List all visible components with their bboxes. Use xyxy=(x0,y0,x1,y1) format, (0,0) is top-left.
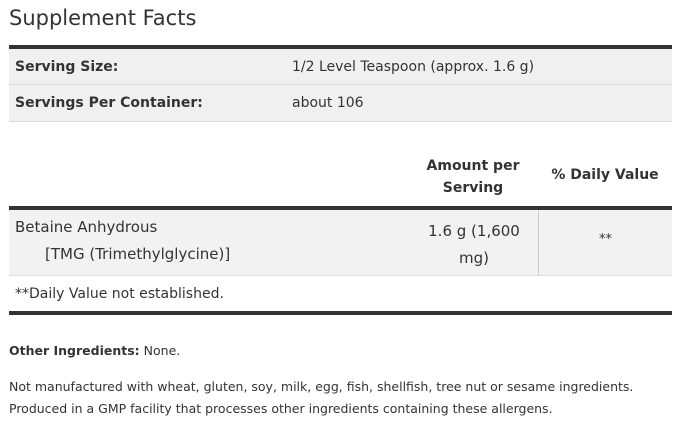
divider xyxy=(9,311,672,315)
servings-per-container-label: Servings Per Container: xyxy=(15,95,203,111)
ingredient-name: Betaine Anhydrous xyxy=(15,218,158,236)
other-ingredients: Other Ingredients: None. xyxy=(9,343,180,358)
daily-value-header: % Daily Value xyxy=(551,167,659,183)
servings-per-container-row: Servings Per Container: about 106 xyxy=(9,85,672,122)
ingredient-amount: 1.6 g (1,600 mg) xyxy=(428,222,520,267)
serving-size-value: 1/2 Level Teaspoon (approx. 1.6 g) xyxy=(292,59,535,75)
divider xyxy=(9,45,672,49)
column-divider xyxy=(538,210,539,275)
footnote: **Daily Value not established. xyxy=(15,286,224,302)
allergen-statement-line: Produced in a GMP facility that processe… xyxy=(9,401,553,416)
serving-size-label: Serving Size: xyxy=(15,59,119,75)
other-ingredients-label: Other Ingredients: xyxy=(9,343,140,358)
allergen-statement-line: Not manufactured with wheat, gluten, soy… xyxy=(9,379,634,394)
servings-per-container-value: about 106 xyxy=(292,95,364,111)
other-ingredients-value: None. xyxy=(143,343,181,358)
ingredient-daily-value: ** xyxy=(599,232,612,247)
table-row: Betaine Anhydrous [TMG (Trimethylglycine… xyxy=(9,210,672,276)
amount-header: Amount per Serving xyxy=(426,158,520,196)
serving-size-row: Serving Size: 1/2 Level Teaspoon (approx… xyxy=(9,49,672,85)
page-title: Supplement Facts xyxy=(9,6,197,30)
ingredient-subname: [TMG (Trimethylglycine)] xyxy=(45,245,231,263)
divider xyxy=(9,206,672,210)
